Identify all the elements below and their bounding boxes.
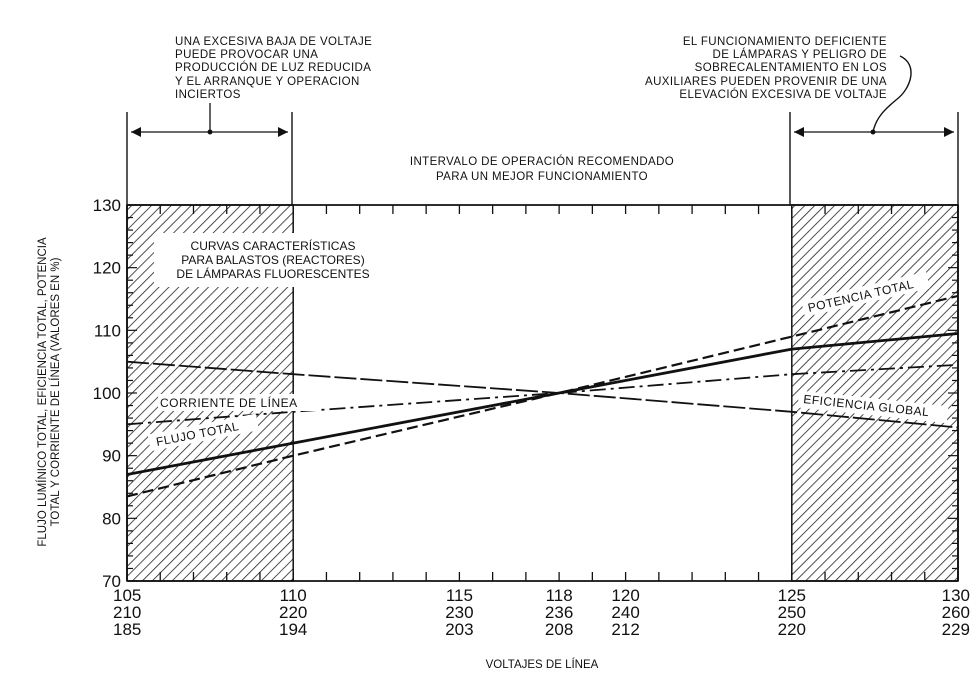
left-range-arrowhead-left [131, 127, 141, 137]
x-tick-label: 194 [279, 620, 307, 639]
left-annotation: UNA EXCESIVA BAJA DE VOLTAJE PUEDE PROVO… [175, 36, 372, 135]
y-tick-label: 80 [102, 509, 121, 528]
center-note-line-2: PARA UN MEJOR FUNCIONAMIENTO [436, 171, 648, 183]
legend-box-background [154, 233, 394, 287]
y-tick-label: 100 [93, 384, 121, 403]
series-label-corriente-de-linea: CORRIENTE DE LÍNEA [160, 395, 298, 410]
left-note-line-5: INCIERTOS [175, 89, 241, 101]
x-tick-label: 203 [445, 620, 473, 639]
right-note-line-4: AUXILIARES PUEDEN PROVENIR DE UNA [645, 76, 887, 88]
legend-box-text: CURVAS CARACTERÍSTICAS PARA BALASTOS (RE… [176, 238, 369, 281]
range-arrows [126, 112, 959, 205]
y-tick-label: 70 [102, 572, 121, 591]
left-note-line-4: Y EL ARRANQUE Y OPERACION [175, 76, 360, 88]
series-line-4 [126, 360, 959, 429]
series-line-1 [126, 294, 959, 498]
y-axis-title: FLUJO LUMÍNICO TOTAL, EFICIENCIA TOTAL, … [36, 237, 62, 547]
x-tick-label: 115 [446, 586, 473, 605]
y-axis-title-line-1: FLUJO LUMÍNICO TOTAL, EFICIENCIA TOTAL, … [36, 237, 49, 547]
x-axis-title: VOLTAJES DE LÍNEA [486, 658, 599, 671]
right-range-arrowhead-right [944, 127, 954, 137]
y-tick-label: 110 [94, 321, 121, 340]
x-tick-label: 240 [611, 603, 639, 622]
center-annotation: INTERVALO DE OPERACIÓN RECOMENDADO PARA … [410, 155, 674, 183]
x-tick-label: 130 [942, 586, 970, 605]
right-range-arrowhead-left [794, 127, 804, 137]
x-tick-label: 212 [611, 620, 639, 639]
left-note-line-3: PRODUCCIÓN DE LUZ REDUCIDA [175, 61, 371, 74]
x-tick-label: 208 [545, 620, 573, 639]
y-tick-label: 90 [102, 447, 121, 466]
center-note-line-1: INTERVALO DE OPERACIÓN RECOMENDADO [410, 155, 674, 168]
right-note-line-1: EL FUNCIONAMIENTO DEFICIENTE [683, 36, 887, 48]
x-tick-label: 220 [778, 620, 806, 639]
box-line-1: CURVAS CARACTERÍSTICAS [191, 238, 356, 253]
right-annotation: EL FUNCIONAMIENTO DEFICIENTE DE LÁMPARAS… [645, 36, 912, 135]
y-tick-label: 130 [93, 196, 121, 215]
right-note-line-5: ELEVACIÓN EXCESIVA DE VOLTAJE [679, 88, 887, 101]
y-tick-label: 120 [93, 259, 121, 278]
box-line-2: PARA BALASTOS (REACTORES) [181, 253, 364, 267]
x-tick-label: 118 [546, 586, 573, 605]
x-tick-label: 120 [611, 586, 639, 605]
x-tick-label: 210 [113, 603, 141, 622]
x-tick-label: 260 [942, 603, 970, 622]
x-tick-label: 220 [279, 603, 307, 622]
x-tick-label: 185 [113, 620, 141, 639]
x-tick-label: 250 [778, 603, 806, 622]
data-curves [126, 294, 959, 498]
right-note-line-2: DE LÁMPARAS Y PELIGRO DE [713, 48, 888, 61]
x-tick-label: 105 [113, 586, 141, 605]
box-line-3: DE LÁMPARAS FLUORESCENTES [176, 266, 369, 281]
left-range-arrowhead-right [278, 127, 288, 137]
x-tick-label: 230 [445, 603, 473, 622]
x-tick-label: 229 [942, 620, 970, 639]
axes: 7080901001101201301052101851102201941152… [93, 196, 970, 639]
right-note-line-3: SOBRECALENTAMIENTO EN LOS [695, 62, 887, 74]
x-tick-label: 236 [545, 603, 573, 622]
left-note-line-2: PUEDE PROVOCAR UNA [175, 49, 318, 61]
left-note-line-1: UNA EXCESIVA BAJA DE VOLTAJE [175, 36, 372, 48]
x-tick-label: 125 [778, 586, 806, 605]
y-axis-title-line-2: TOTAL Y CORRIENTE DE LÍNEA (VALORES EN %… [49, 257, 62, 526]
x-tick-label: 110 [280, 586, 307, 605]
right-pointer-curve [872, 55, 912, 133]
